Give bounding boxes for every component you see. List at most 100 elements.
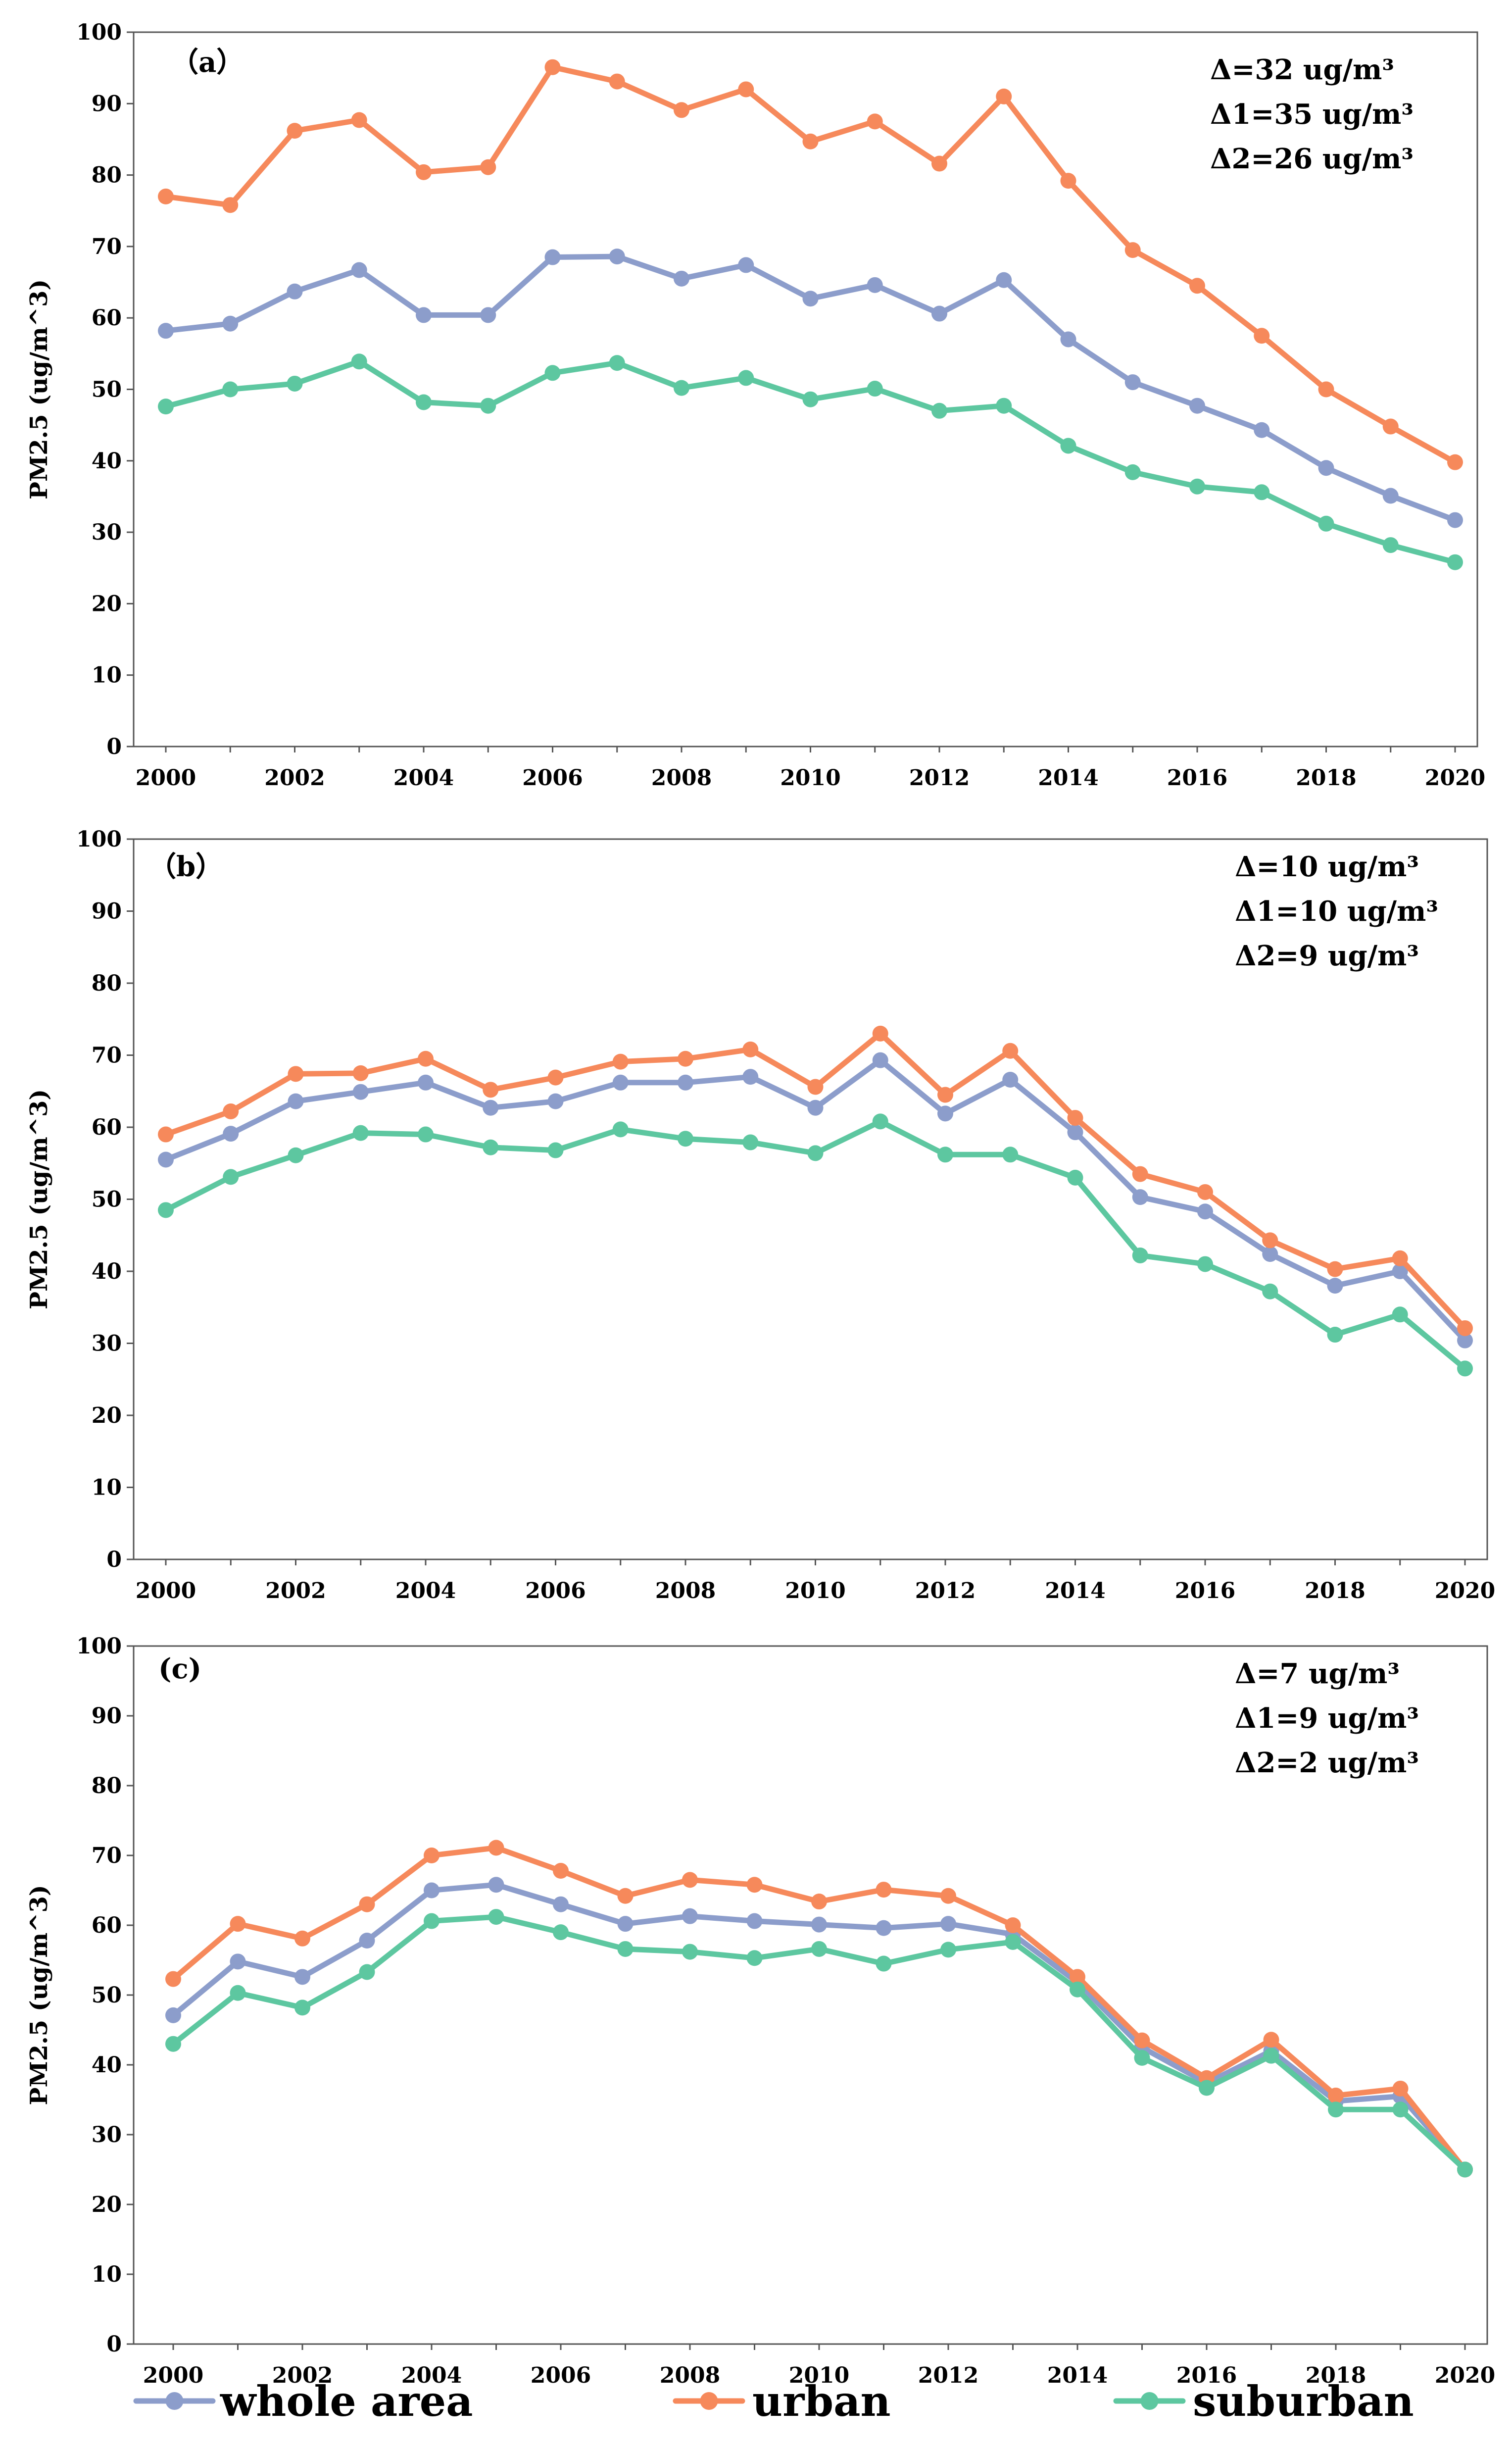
- series-urban: [158, 59, 1463, 470]
- data-point: [807, 1100, 824, 1116]
- y-tick-label: 0: [106, 734, 122, 759]
- y-tick-label: 10: [92, 2262, 122, 2287]
- data-point: [488, 1840, 504, 1856]
- y-tick-label: 50: [92, 377, 122, 402]
- data-point: [352, 1084, 369, 1100]
- data-point: [1392, 1306, 1408, 1323]
- y-tick-label: 50: [92, 1983, 122, 2008]
- data-point: [230, 1985, 246, 2001]
- data-point: [1447, 454, 1463, 470]
- data-point: [223, 1126, 239, 1142]
- y-axis-label: PM2.5 (ug/m^3): [25, 1885, 53, 2105]
- data-point: [158, 323, 174, 339]
- data-point: [1254, 484, 1270, 500]
- y-tick-label: 90: [92, 91, 122, 116]
- x-tick-label: 2000: [136, 1578, 196, 1603]
- data-point: [1457, 1320, 1473, 1336]
- y-tick-label: 80: [92, 971, 122, 996]
- legend-marker: [165, 2392, 184, 2410]
- data-point: [1457, 1332, 1473, 1349]
- data-point: [165, 1971, 181, 1987]
- x-tick-label: 2020: [1435, 1578, 1495, 1603]
- data-point: [351, 353, 367, 370]
- x-tick-label: 2004: [395, 1578, 456, 1603]
- delta-annotation: Δ2=9 ug/m³: [1235, 940, 1419, 972]
- data-point: [1124, 374, 1141, 391]
- data-point: [872, 1025, 888, 1042]
- data-point: [1328, 2101, 1344, 2118]
- y-tick-label: 30: [92, 1331, 122, 1356]
- series-suburban: [165, 1909, 1473, 2178]
- data-point: [940, 1942, 956, 1958]
- y-tick-label: 70: [92, 1043, 122, 1068]
- data-point: [682, 1944, 698, 1960]
- data-point: [416, 307, 432, 323]
- delta-annotation: Δ1=10 ug/m³: [1235, 895, 1438, 928]
- data-point: [617, 1941, 634, 1957]
- data-point: [1392, 1250, 1408, 1266]
- series-urban: [165, 1840, 1473, 2178]
- series-whole-area: [158, 249, 1463, 528]
- y-axis-label: PM2.5 (ug/m^3): [25, 279, 53, 500]
- data-point: [931, 305, 947, 322]
- data-point: [1189, 478, 1205, 495]
- x-tick-label: 2014: [1045, 1578, 1105, 1603]
- data-point: [872, 1113, 888, 1130]
- data-point: [165, 2036, 181, 2052]
- x-tick-label: 2008: [655, 1578, 716, 1603]
- x-tick-label: 2010: [789, 2363, 849, 2388]
- x-tick-label: 2020: [1435, 2363, 1495, 2388]
- data-point: [547, 1093, 564, 1109]
- data-point: [876, 1920, 892, 1936]
- data-point: [222, 197, 239, 213]
- data-point: [158, 188, 174, 204]
- panel-label: （a）: [171, 46, 244, 79]
- data-point: [996, 88, 1012, 104]
- data-point: [553, 1863, 569, 1879]
- data-point: [931, 402, 947, 419]
- data-point: [678, 1050, 693, 1067]
- x-tick-label: 2002: [272, 2363, 333, 2388]
- data-point: [165, 2007, 181, 2023]
- data-point: [1060, 331, 1076, 348]
- legend-label: suburban: [1193, 2377, 1414, 2426]
- data-point: [544, 365, 561, 381]
- y-tick-label: 30: [92, 2122, 122, 2148]
- y-tick-label: 100: [76, 827, 122, 852]
- delta-annotation: Δ=32 ug/m³: [1210, 53, 1394, 86]
- data-point: [1067, 1169, 1083, 1186]
- data-point: [674, 102, 689, 118]
- data-point: [418, 1050, 434, 1067]
- data-point: [807, 1145, 824, 1161]
- data-point: [1005, 1917, 1021, 1933]
- data-point: [609, 355, 625, 371]
- data-point: [1318, 381, 1334, 398]
- data-point: [802, 391, 819, 407]
- series-whole-area: [158, 1052, 1473, 1349]
- data-point: [1457, 1360, 1473, 1377]
- data-point: [1328, 2088, 1344, 2104]
- data-point: [940, 1916, 956, 1932]
- x-tick-label: 2000: [143, 2363, 203, 2388]
- data-point: [1199, 2080, 1215, 2096]
- series-suburban: [158, 1113, 1473, 1377]
- delta-annotation: Δ=10 ug/m³: [1235, 850, 1419, 883]
- x-tick-label: 2010: [780, 765, 840, 791]
- x-tick-label: 2012: [909, 765, 970, 791]
- data-point: [230, 1953, 246, 1970]
- data-point: [1327, 1261, 1343, 1277]
- data-point: [1197, 1203, 1213, 1220]
- data-point: [294, 1999, 310, 2016]
- y-axis-label: PM2.5 (ug/m^3): [25, 1089, 53, 1309]
- legend-item-whole-area: whole area: [133, 2377, 473, 2426]
- data-point: [746, 1913, 763, 1929]
- data-point: [158, 1126, 174, 1143]
- x-tick-label: 2006: [522, 765, 583, 791]
- data-point: [1134, 2049, 1150, 2066]
- data-point: [1005, 1934, 1021, 1950]
- data-point: [1254, 422, 1270, 438]
- data-point: [1002, 1071, 1019, 1088]
- data-point: [682, 1908, 698, 1924]
- y-tick-label: 100: [76, 20, 122, 45]
- x-tick-label: 2016: [1175, 1578, 1235, 1603]
